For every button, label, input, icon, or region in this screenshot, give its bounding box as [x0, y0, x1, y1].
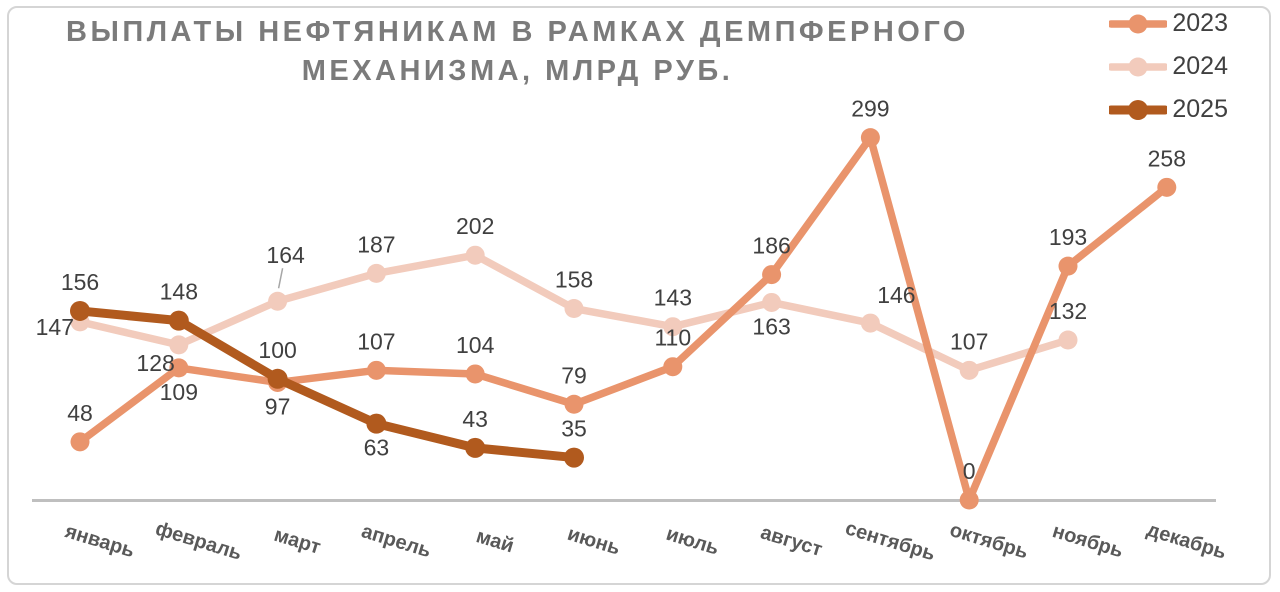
x-axis-label-сентябрь: сентябрь [843, 517, 938, 565]
data-point-2023-апрель [366, 360, 386, 380]
x-axis-label-апрель: апрель [359, 520, 434, 562]
data-label-2023-август: 186 [752, 233, 790, 259]
data-label-2023-сентябрь: 299 [851, 96, 889, 122]
x-axis-label-март: март [271, 524, 323, 559]
data-point-2023-ноябрь [1058, 256, 1078, 276]
data-label-2024-июль: 143 [654, 285, 692, 311]
legend-item-2024: 2024 [1109, 52, 1228, 81]
x-axis-label-февраль: февраль [153, 518, 245, 565]
data-point-2024-июнь [564, 299, 584, 319]
data-point-2024-апрель [366, 263, 386, 283]
data-point-2023-август [762, 265, 782, 285]
data-point-2025-июнь [564, 447, 584, 468]
chart-title-line-2: МЕХАНИЗМА, МЛРД РУБ. [301, 55, 734, 87]
x-axis-label-октябрь: октябрь [947, 519, 1030, 564]
data-point-2023-февраль [169, 358, 189, 378]
data-label-2023-октябрь: 0 [963, 458, 976, 484]
data-label-2023-июль: 110 [654, 325, 691, 351]
data-label-2024-ноябрь: 132 [1049, 298, 1087, 324]
data-point-2025-февраль [168, 310, 189, 331]
data-label-2025-январь: 156 [61, 269, 99, 295]
data-label-2024-октябрь: 107 [950, 328, 988, 354]
data-label-2024-август: 163 [752, 313, 790, 339]
data-label-2023-май: 104 [456, 332, 495, 358]
label-leader-line [277, 268, 284, 289]
data-point-2024-май [465, 245, 485, 265]
data-label-2024-июнь: 158 [555, 267, 593, 293]
data-label-2023-февраль: 109 [160, 379, 198, 405]
chart-frame [7, 6, 1271, 585]
data-label-2025-июнь: 35 [561, 416, 587, 442]
data-point-2024-июль [663, 317, 683, 337]
data-label-2025-февраль: 148 [160, 279, 198, 305]
legend-item-2025: 2025 [1109, 95, 1228, 124]
data-label-2024-май: 202 [456, 213, 494, 239]
data-point-2024-февраль [169, 335, 189, 355]
data-point-2023-июнь [564, 394, 584, 414]
series-line-2023 [76, 133, 1171, 504]
data-point-2025-январь [70, 300, 90, 321]
data-label-2023-декабрь: 258 [1148, 145, 1186, 171]
legend-dot-2025 [1128, 99, 1149, 120]
data-label-2023-июнь: 79 [561, 362, 587, 388]
data-point-2024-сентябрь [860, 313, 880, 333]
data-point-2024-ноябрь [1058, 330, 1078, 350]
data-point-2025-март [267, 368, 288, 389]
series-line-2025 [75, 306, 579, 463]
x-axis-label-январь: январь [61, 520, 137, 562]
data-point-2023-октябрь [959, 490, 979, 510]
data-label-2024-апрель: 187 [357, 231, 395, 257]
data-label-2024-март: 164 [266, 242, 305, 268]
data-point-2024-август [762, 292, 782, 312]
data-point-2023-июль [663, 357, 683, 377]
legend-item-2023: 2023 [1109, 9, 1228, 38]
legend-dot-2024 [1128, 57, 1148, 76]
data-label-2025-май: 43 [462, 406, 488, 432]
data-point-2025-апрель [366, 413, 387, 434]
data-point-2024-октябрь [959, 360, 979, 380]
legend-marker-icon-2023 [1109, 14, 1168, 33]
data-point-2024-март [268, 291, 288, 311]
data-label-2024-январь: 147 [36, 314, 74, 340]
legend-dot-2023 [1128, 14, 1148, 33]
legend-label-2023: 2023 [1172, 9, 1228, 37]
chart-title-line-1: ВЫПЛАТЫ НЕФТЯНИКАМ В РАМКАХ ДЕМПФЕРНОГО [66, 16, 969, 48]
legend: 2023 2024 2025 [1109, 9, 1228, 124]
data-label-2023-апрель: 107 [357, 328, 395, 354]
x-axis-label-декабрь: декабрь [1144, 519, 1229, 564]
data-label-2023-ноябрь: 193 [1049, 224, 1087, 250]
x-axis-label-июнь: июнь [565, 523, 623, 560]
data-point-2023-декабрь [1157, 177, 1177, 197]
data-point-2023-сентябрь [860, 128, 880, 148]
data-label-2025-апрель: 63 [364, 435, 390, 461]
legend-label-2025: 2025 [1172, 95, 1228, 123]
chart-title: ВЫПЛАТЫ НЕФТЯНИКАМ В РАМКАХ ДЕМПФЕРНОГО … [25, 13, 1010, 91]
x-axis-label-май: май [474, 525, 517, 557]
data-label-2024-сентябрь: 146 [877, 282, 915, 308]
data-label-2024-февраль: 128 [136, 350, 174, 376]
data-point-2023-январь [70, 432, 90, 452]
x-axis-label-ноябрь: ноябрь [1050, 520, 1126, 562]
legend-marker-icon-2025 [1109, 99, 1168, 120]
legend-marker-icon-2024 [1109, 57, 1168, 76]
legend-label-2024: 2024 [1172, 52, 1228, 80]
x-axis-label-июль: июль [664, 523, 722, 560]
data-point-2023-май [465, 364, 485, 384]
x-axis-label-август: август [758, 521, 825, 561]
data-point-2025-май [465, 437, 486, 458]
data-label-2023-январь: 48 [67, 400, 93, 426]
data-label-2025-март: 100 [258, 337, 296, 363]
data-label-2023-март: 97 [265, 393, 291, 419]
